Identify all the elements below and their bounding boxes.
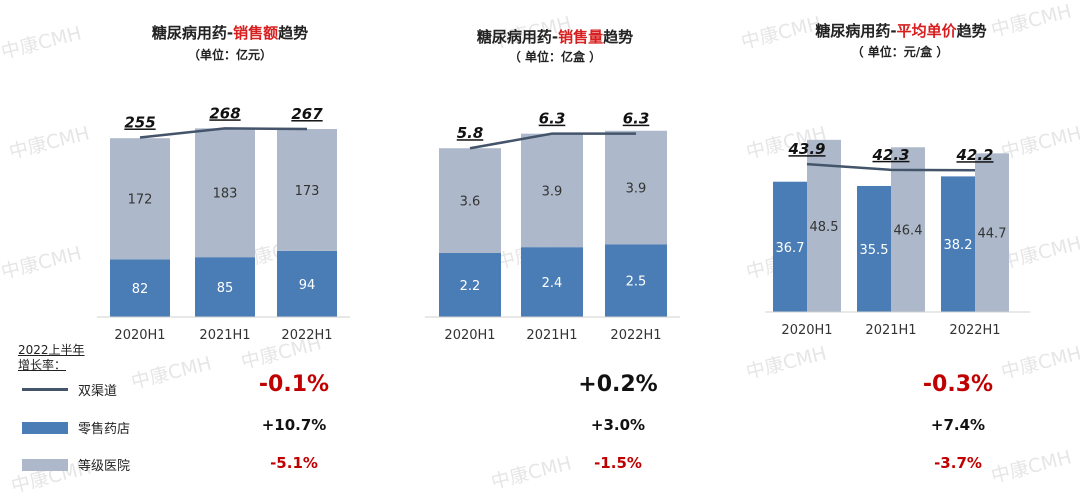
data-label-retail: 2.4: [542, 276, 563, 291]
series-line-dual-channel: [139, 127, 308, 139]
panel-unit-avg-price: （ 单位：元/盒 ）: [851, 45, 949, 59]
growth-sales-value-hospital: -5.1%: [270, 454, 318, 472]
growth-sales-volume-hospital: -1.5%: [594, 454, 642, 472]
x-tick-label: 2022H1: [281, 328, 332, 343]
bar-hospital: [605, 130, 667, 245]
data-label-total: 267: [291, 105, 323, 123]
bar-retail: [110, 259, 170, 317]
data-label-retail: 38.2: [944, 238, 973, 253]
bar-retail: [941, 176, 975, 312]
bar-hospital: [277, 129, 337, 251]
legend-label-hospital: 等级医院: [78, 459, 131, 474]
data-label-hospital: 3.9: [542, 184, 563, 199]
bar-hospital: [975, 153, 1009, 312]
bar-retail: [195, 257, 255, 317]
legend-hospital-swatch: [22, 458, 68, 471]
panel-title-sales-volume: 糖尿病用药-销售量趋势: [476, 28, 634, 46]
bar-hospital: [521, 133, 583, 248]
panel-unit-sales-value: （单位：亿元）: [187, 48, 272, 62]
bar-hospital: [807, 139, 841, 312]
bar-hospital: [110, 138, 170, 260]
data-label-total: 43.9: [787, 140, 825, 158]
legend-heading-line1: 2022上半年: [18, 343, 85, 357]
bar-retail: [605, 244, 667, 317]
growth-avg-price-retail: +7.4%: [930, 416, 986, 434]
series-line-dual-channel: [469, 132, 636, 150]
legend-retail-swatch: [22, 421, 68, 434]
data-label-total: 5.8: [457, 124, 484, 142]
data-label-hospital: 183: [213, 187, 238, 202]
data-label-hospital: 3.9: [626, 182, 647, 197]
x-tick-label: 2022H1: [610, 328, 661, 343]
x-tick-label: 2020H1: [114, 328, 165, 343]
data-label-total: 42.2: [955, 146, 993, 164]
bar-retail: [277, 250, 337, 317]
legend-item-retail: 零售药店: [22, 418, 130, 437]
data-label-hospital: 173: [295, 184, 320, 199]
growth-avg-price-hospital: -3.7%: [934, 454, 982, 472]
data-label-retail: 82: [132, 282, 149, 297]
legend-heading: 2022上半年 增长率：: [18, 343, 85, 373]
bar-hospital: [439, 148, 501, 253]
growth-sales-volume-dual: +0.2%: [578, 372, 658, 397]
legend-item-hospital: 等级医院: [22, 455, 130, 474]
data-label-hospital: 46.4: [894, 224, 923, 239]
bar-retail: [857, 185, 891, 312]
growth-sales-volume-retail: +3.0%: [590, 416, 646, 434]
bar-hospital: [891, 147, 925, 312]
x-tick-label: 2021H1: [526, 328, 577, 343]
data-label-total: 42.3: [871, 146, 909, 164]
data-label-total: 6.3: [623, 110, 650, 128]
data-label-retail: 85: [217, 281, 234, 296]
legend-heading-line2: 增长率：: [18, 358, 67, 372]
data-label-retail: 2.2: [460, 279, 481, 294]
data-label-hospital: 48.5: [810, 220, 839, 235]
data-label-hospital: 3.6: [460, 195, 481, 210]
x-tick-label: 2022H1: [949, 323, 1000, 338]
x-tick-label: 2021H1: [199, 328, 250, 343]
panel-unit-sales-volume: （ 单位：亿盒 ）: [508, 50, 602, 64]
growth-avg-price-dual: -0.3%: [922, 372, 994, 397]
legend-line-swatch: [22, 388, 68, 391]
growth-sales-value-retail: +10.7%: [261, 416, 327, 434]
data-label-retail: 94: [299, 278, 316, 293]
data-label-total: 255: [124, 113, 155, 131]
data-label-retail: 36.7: [776, 241, 805, 256]
bar-retail: [521, 247, 583, 317]
panel-title-sales-value: 糖尿病用药-销售额趋势: [151, 24, 309, 42]
x-tick-label: 2021H1: [865, 323, 916, 338]
data-label-total: 268: [209, 104, 240, 122]
data-label-hospital: 44.7: [978, 227, 1007, 242]
data-label-total: 6.3: [539, 110, 566, 128]
legend-label-dual-channel: 双渠道: [78, 384, 118, 399]
bar-retail: [773, 181, 807, 312]
panel-title-avg-price: 糖尿病用药-平均单价趋势: [815, 22, 987, 40]
x-tick-label: 2020H1: [444, 328, 495, 343]
data-label-retail: 2.5: [626, 275, 647, 290]
series-line-dual-channel: [806, 162, 976, 172]
data-label-hospital: 172: [128, 193, 153, 208]
legend-label-retail: 零售药店: [78, 422, 131, 437]
bar-hospital: [195, 128, 255, 258]
growth-sales-value-dual: -0.1%: [258, 372, 330, 397]
data-label-retail: 35.5: [860, 243, 889, 258]
bar-retail: [439, 252, 501, 317]
x-tick-label: 2020H1: [781, 323, 832, 338]
legend-item-dual-channel: 双渠道: [22, 380, 117, 399]
